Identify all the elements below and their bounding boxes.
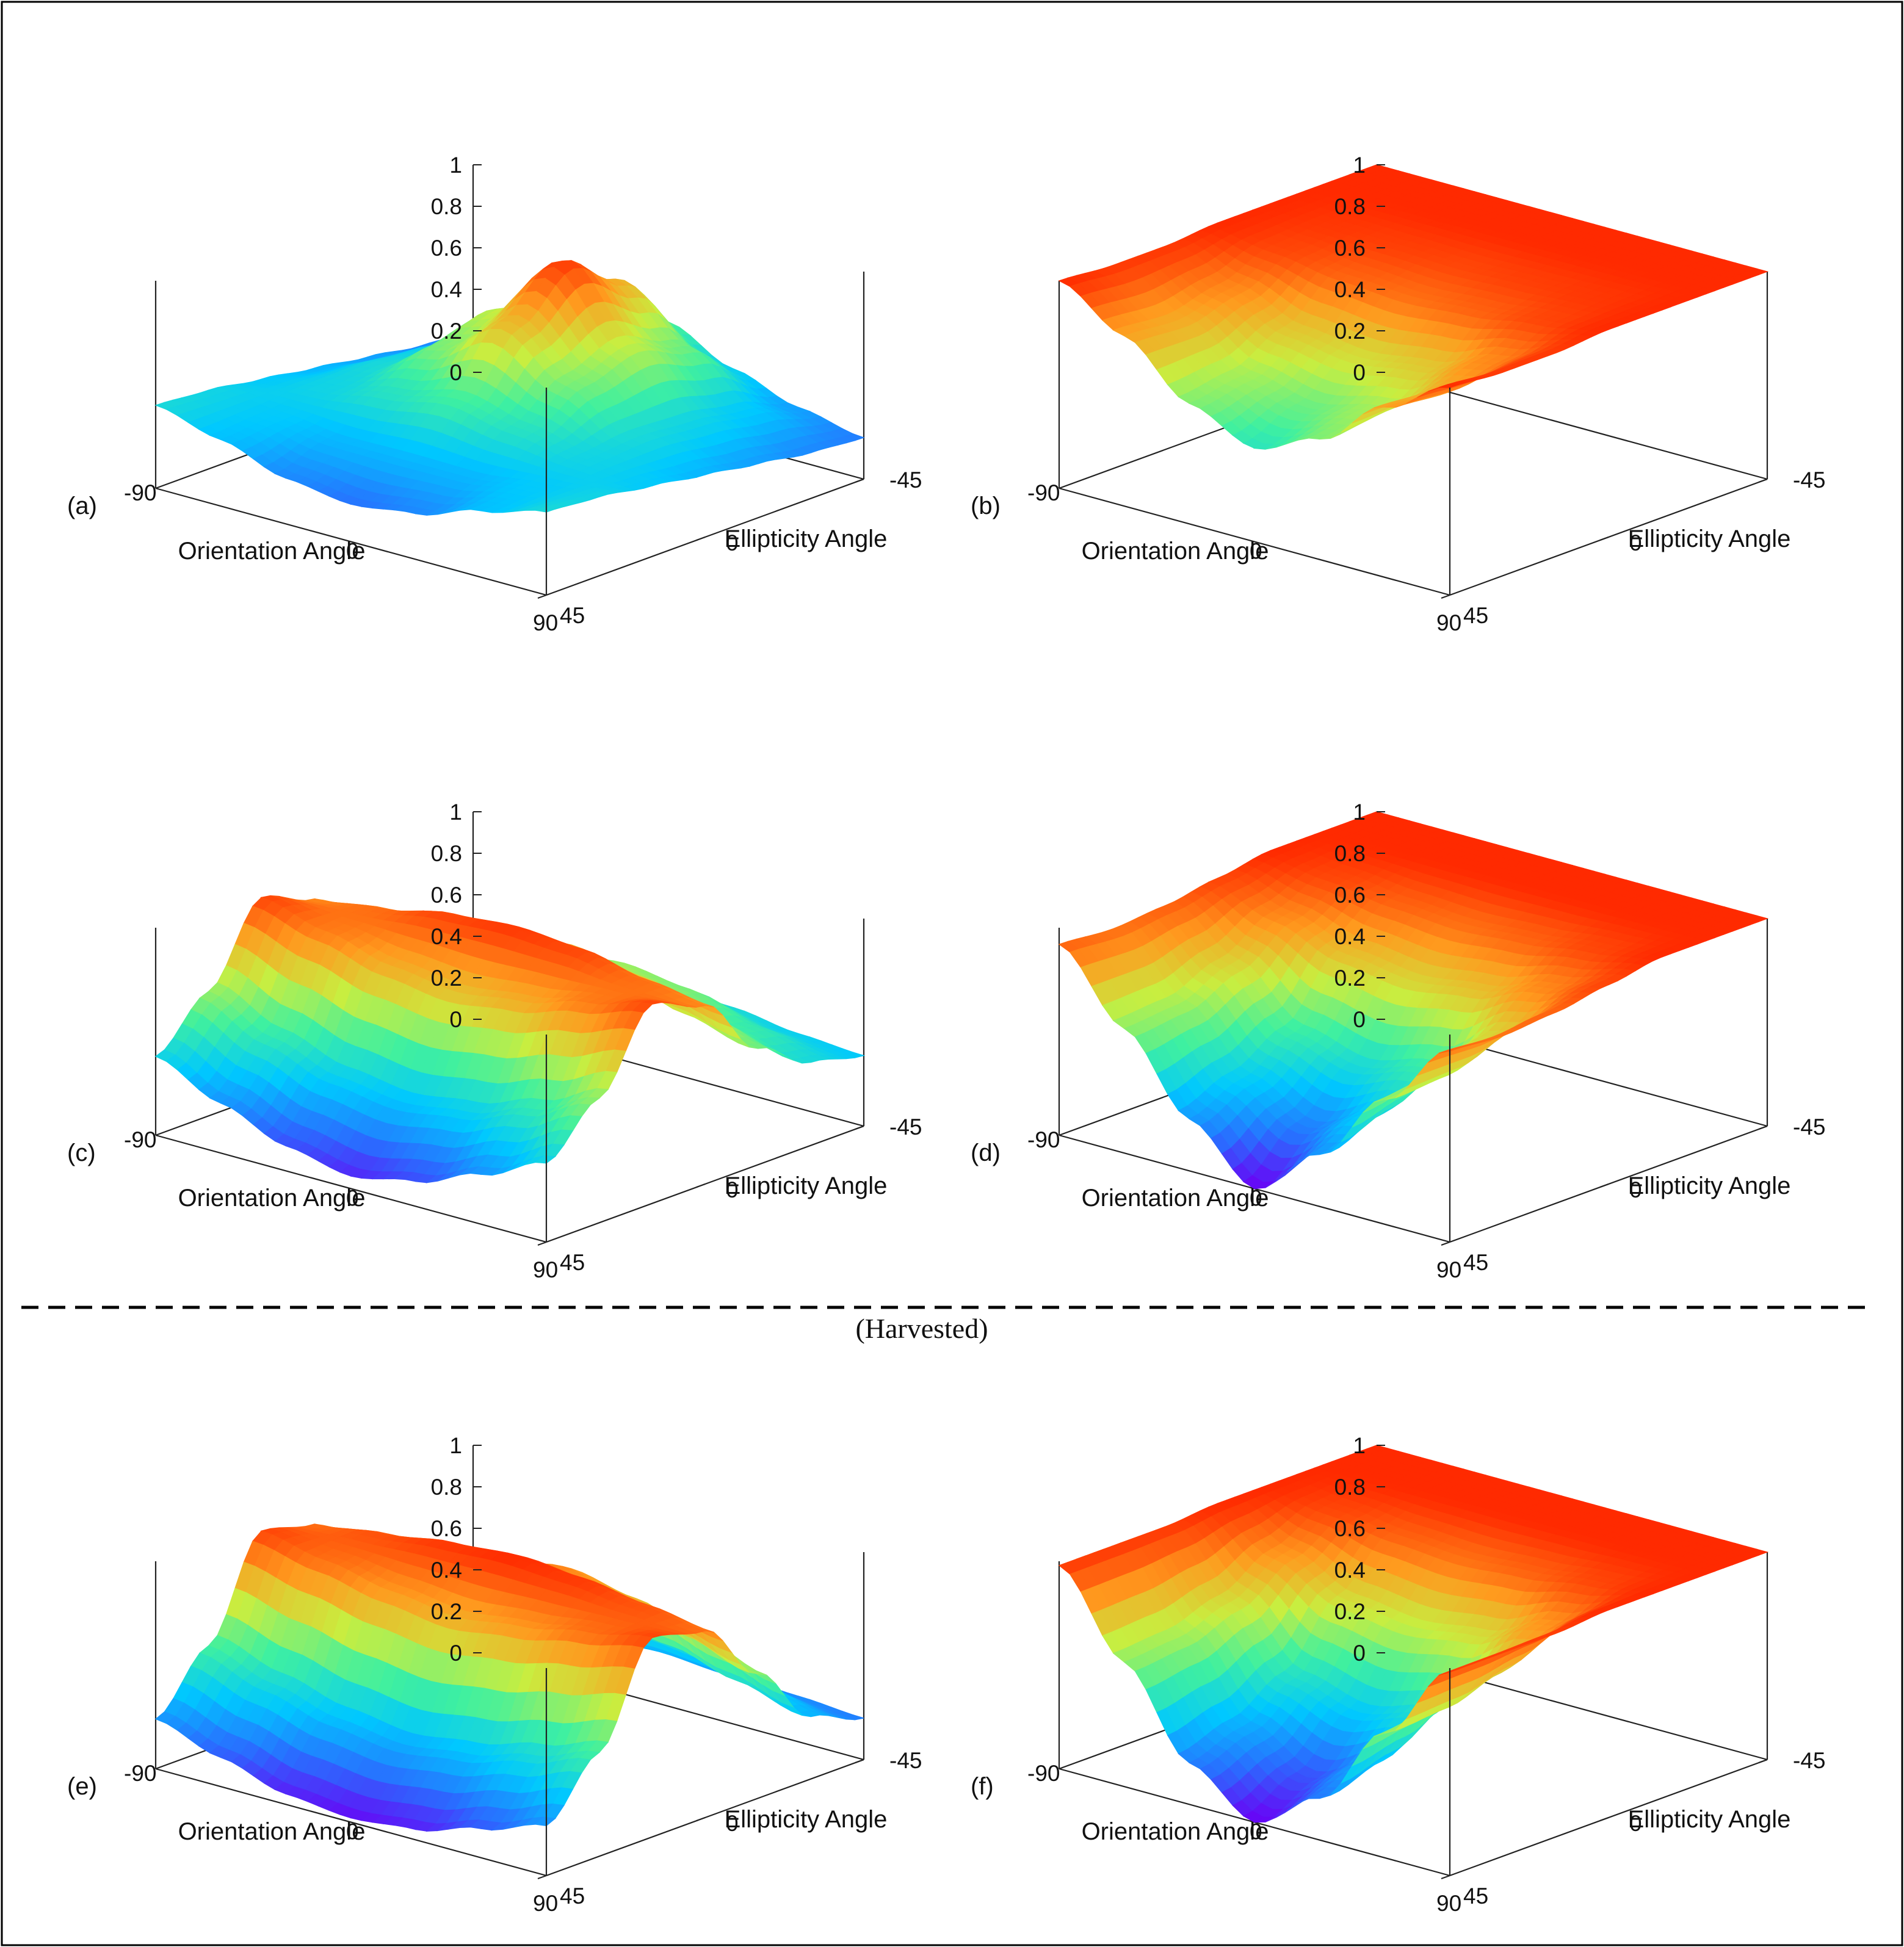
panel-label: (a) xyxy=(67,493,97,519)
x-axis-label: Orientation Angle xyxy=(178,538,366,565)
z-tick-label: 0 xyxy=(449,360,462,385)
y-tick-label: -45 xyxy=(1793,468,1825,493)
z-tick-label: 1 xyxy=(1353,153,1366,178)
panels: 0 0.2 0.4 0.6 0.8 1 -90 0 90 Orientation Angle 45 0… xyxy=(67,153,1825,1916)
panel-label: (b) xyxy=(971,493,1001,519)
x-axis-label: Orientation Angle xyxy=(1082,538,1269,565)
z-tick-label: 0.4 xyxy=(431,924,462,949)
z-tick-label: 0.6 xyxy=(431,236,462,261)
z-tick-label: 0.2 xyxy=(431,966,462,991)
y-axis-label: Ellipticity Angle xyxy=(725,1172,888,1199)
x-tick-label: -90 xyxy=(1027,480,1060,505)
axis-line xyxy=(155,487,547,596)
y-tick-label: 45 xyxy=(560,1250,585,1275)
z-tick-label: 0 xyxy=(1353,360,1366,385)
x-tick-label: -90 xyxy=(124,1127,156,1152)
y-axis: 45 0 -45 Ellipticity Angle xyxy=(537,468,922,628)
z-tick-label: 0.8 xyxy=(431,194,462,219)
x-tick-label: 90 xyxy=(533,1257,558,1282)
surface xyxy=(154,260,865,516)
y-tick-label: -45 xyxy=(889,468,922,493)
z-tick-label: 0.4 xyxy=(431,277,462,302)
x-tick-label: 90 xyxy=(1436,610,1461,635)
y-axis-label: Ellipticity Angle xyxy=(725,526,888,552)
axis-line xyxy=(1059,487,1450,596)
x-tick-label: 90 xyxy=(533,610,558,635)
z-tick-label: 0.2 xyxy=(431,319,462,344)
panel-label: (c) xyxy=(67,1140,96,1166)
z-tick-label: 0.8 xyxy=(431,841,462,866)
y-axis-label: Ellipticity Angle xyxy=(1628,526,1791,552)
z-tick-label: 0.6 xyxy=(431,883,462,908)
z-tick-label: 0.6 xyxy=(1334,236,1366,261)
x-axis: -90 0 90 Orientation Angle xyxy=(124,480,558,635)
y-tick xyxy=(855,479,864,483)
y-tick-label: 45 xyxy=(560,603,585,628)
surface-patch xyxy=(535,507,556,513)
z-tick-label: 1 xyxy=(449,153,462,178)
z-tick-label: 0 xyxy=(449,1007,462,1032)
x-tick-label: -90 xyxy=(124,480,156,505)
z-tick-label: 0.4 xyxy=(1334,277,1366,302)
y-tick xyxy=(696,536,706,541)
z-axis: 0 0.2 0.4 0.6 0.8 1 xyxy=(431,153,482,385)
surface xyxy=(1058,164,1768,450)
z-tick-label: 1 xyxy=(449,800,462,825)
x-axis-label: Orientation Angle xyxy=(178,1185,366,1212)
y-tick-label: 0 xyxy=(726,530,739,555)
y-tick-label: 45 xyxy=(1463,603,1488,628)
harvest-label: (Harvested) xyxy=(855,1313,988,1344)
z-tick-label: 0.8 xyxy=(1334,194,1366,219)
y-tick-label: -45 xyxy=(889,1114,922,1140)
z-tick-label: 0.2 xyxy=(1334,319,1366,344)
y-tick xyxy=(537,594,547,599)
x-tick-label: 0 xyxy=(346,539,359,564)
panel-a: 0 0.2 0.4 0.6 0.8 1 -90 0 90 Orientation Angle 45 0… xyxy=(67,153,922,635)
